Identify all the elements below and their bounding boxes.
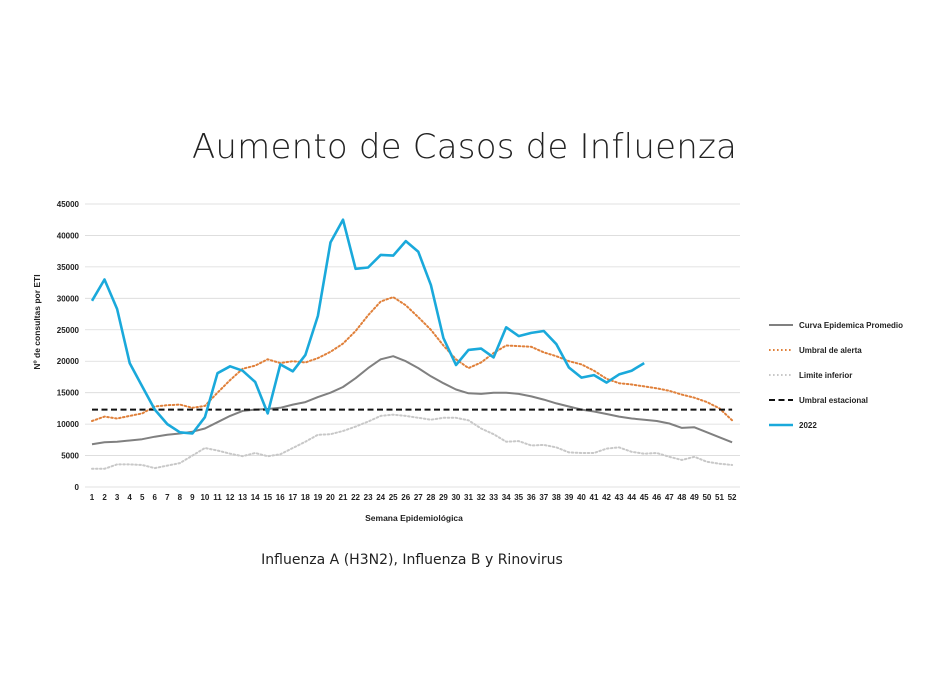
x-tick-label: 44 [627,493,636,502]
x-tick-label: 6 [153,493,158,502]
x-tick-label: 14 [251,493,260,502]
x-tick-label: 50 [702,493,711,502]
x-tick-label: 24 [376,493,385,502]
legend-label: Umbral de alerta [799,346,862,355]
legend-label: 2022 [799,421,817,430]
x-tick-label: 47 [665,493,674,502]
series-line-limite-inferior [91,413,734,470]
y-tick-label: 15000 [57,389,80,398]
x-tick-label: 42 [602,493,611,502]
y-tick-label: 35000 [57,263,80,272]
x-tick-label: 10 [200,493,209,502]
x-tick-label: 40 [577,493,586,502]
x-tick-label: 31 [464,493,473,502]
x-tick-label: 45 [640,493,649,502]
x-tick-label: 37 [539,493,548,502]
x-tick-label: 52 [728,493,737,502]
x-tick-label: 30 [451,493,460,502]
x-tick-label: 15 [263,493,272,502]
y-axis-label: Nº de consultas por ETI [32,274,42,369]
x-tick-label: 19 [313,493,322,502]
slide-title: Aumento de Casos de Influenza [191,127,738,167]
x-tick-label: 29 [439,493,448,502]
y-tick-label: 25000 [57,326,80,335]
x-tick-label: 23 [364,493,373,502]
y-axis-ticks: 0 5000 10000 15000 20000 25000 30000 35000 40000… [57,200,80,492]
x-tick-label: 18 [301,493,310,502]
x-tick-label: 16 [276,493,285,502]
y-tick-label: 0 [75,483,80,492]
x-tick-label: 36 [527,493,536,502]
x-tick-label: 28 [426,493,435,502]
y-tick-label: 45000 [57,200,80,209]
x-tick-label: 5 [140,493,145,502]
y-tick-label: 10000 [57,420,80,429]
series-line-curva-epidemica-promedio [91,355,733,446]
x-tick-label: 20 [326,493,335,502]
x-tick-label: 11 [213,493,222,502]
x-tick-label: 22 [351,493,360,502]
x-tick-label: 46 [652,493,661,502]
gridlines [85,203,740,488]
x-tick-label: 2 [102,493,107,502]
x-tick-label: 26 [401,493,410,502]
x-axis-label: Semana Epidemiológica [365,513,463,523]
x-tick-label: 41 [590,493,599,502]
x-tick-label: 27 [414,493,423,502]
x-tick-label: 43 [615,493,624,502]
x-tick-label: 3 [115,493,120,502]
x-tick-label: 13 [238,493,247,502]
x-tick-label: 49 [690,493,699,502]
x-tick-label: 48 [677,493,686,502]
legend: Curva Epidemica Promedio Umbral de alerta… [769,321,903,430]
x-axis-ticks: 1 2 3 4 5 6 7 8 9 10 11 12 13 14 15 16 17 18 19 20 21 22 23 24 2… [90,493,737,502]
legend-label: Curva Epidemica Promedio [799,321,903,330]
y-tick-label: 30000 [57,294,80,303]
x-tick-label: 39 [564,493,573,502]
series-line-2022 [90,218,645,435]
x-tick-label: 4 [127,493,132,502]
x-tick-label: 12 [226,493,235,502]
x-tick-label: 34 [502,493,511,502]
x-tick-label: 32 [477,493,486,502]
x-tick-label: 9 [190,493,195,502]
x-tick-label: 21 [339,493,348,502]
chart-subtitle: Influenza A (H3N2), Influenza B y Rinovi… [261,552,563,568]
x-tick-label: 38 [552,493,561,502]
series-line-umbral-de-alerta [91,296,734,422]
x-tick-label: 8 [178,493,183,502]
legend-label: Limite inferior [799,371,852,380]
y-tick-label: 5000 [61,452,79,461]
x-tick-label: 25 [389,493,398,502]
x-tick-label: 7 [165,493,170,502]
x-tick-label: 51 [715,493,724,502]
x-tick-label: 35 [514,493,523,502]
x-tick-label: 33 [489,493,498,502]
y-tick-label: 20000 [57,357,80,366]
legend-label: Umbral estacional [799,396,868,405]
y-tick-label: 40000 [57,231,80,240]
x-tick-label: 1 [90,493,95,502]
x-tick-label: 17 [288,493,297,502]
series-lines [90,218,734,470]
